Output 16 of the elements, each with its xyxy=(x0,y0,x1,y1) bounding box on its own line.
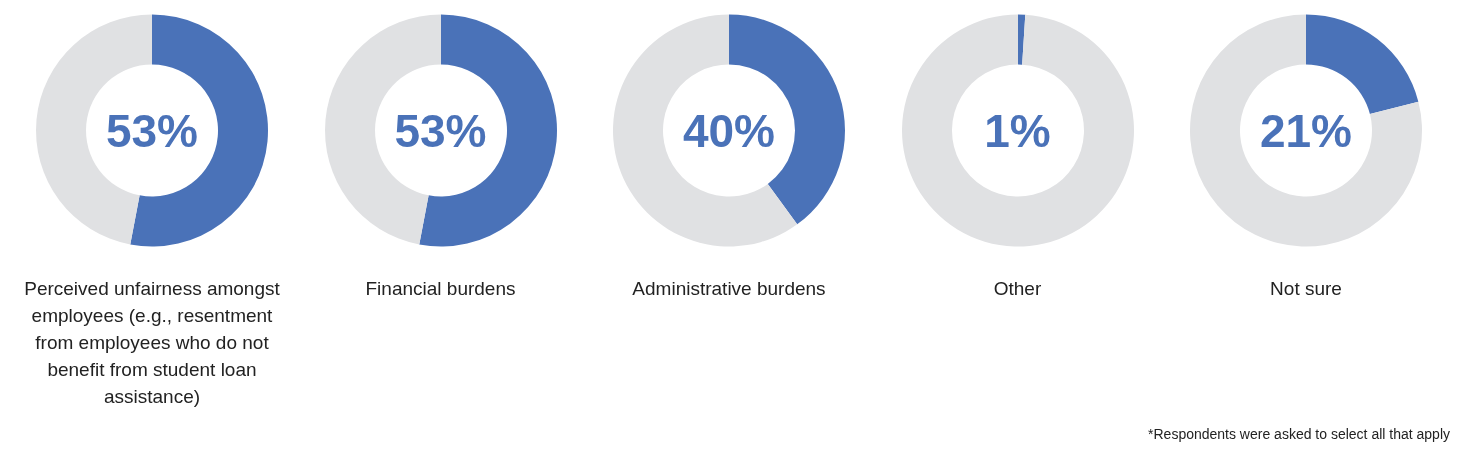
text: Not sure xyxy=(1269,277,1343,301)
text: Administrative burdens xyxy=(631,277,827,301)
text: Perceived unfairness amongst employees (e.g., resentment from employees who do not benefit from student loan assistance) xyxy=(23,277,281,409)
text: Other xyxy=(992,277,1043,301)
donut-slice xyxy=(1306,14,1419,115)
text: 21% xyxy=(1258,103,1354,159)
text: Financial burdens xyxy=(364,277,517,301)
donut-slice xyxy=(1017,14,1025,65)
donut-slice xyxy=(613,14,798,247)
donut-slice xyxy=(1190,14,1422,247)
text: 1% xyxy=(983,103,1052,159)
text: *Respondents were asked to select all that apply xyxy=(1148,426,1450,442)
donut-slice xyxy=(901,14,1134,247)
text: 40% xyxy=(681,103,777,159)
text: 53% xyxy=(104,103,200,159)
text: 53% xyxy=(393,103,488,159)
